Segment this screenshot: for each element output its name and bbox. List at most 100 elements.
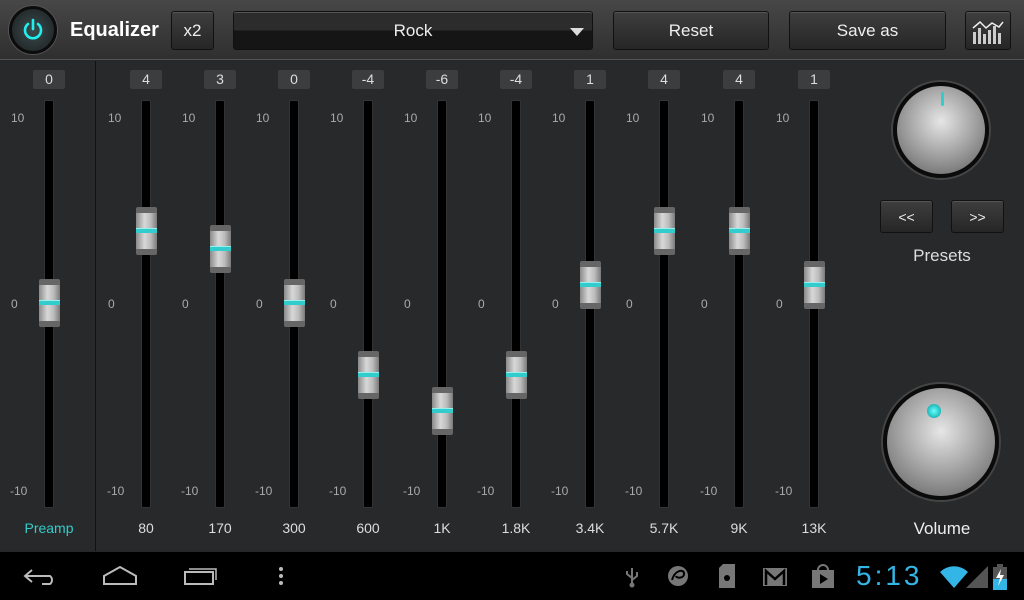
scale-mid-label: 0 bbox=[330, 297, 337, 311]
band-600-slider-handle[interactable] bbox=[358, 351, 379, 399]
band-3.4K-slider-handle[interactable] bbox=[580, 261, 601, 309]
preamp-label: Preamp bbox=[24, 520, 74, 536]
power-button[interactable] bbox=[9, 6, 57, 54]
play-store-icon bbox=[812, 564, 834, 588]
band-5.7K-slider-track[interactable] bbox=[659, 100, 669, 508]
band-80-label: 80 bbox=[138, 520, 154, 536]
scale-max-label: 10 bbox=[330, 111, 344, 125]
menu-icon[interactable] bbox=[278, 566, 284, 586]
scale-mid-label: 0 bbox=[478, 297, 485, 311]
band-1K-value: -6 bbox=[426, 70, 458, 89]
band-170-value: 3 bbox=[204, 70, 236, 89]
recent-apps-icon[interactable] bbox=[183, 564, 219, 586]
band-300-value: 0 bbox=[278, 70, 310, 89]
scale-mid-label: 0 bbox=[108, 297, 115, 311]
band-1.8K-value: -4 bbox=[500, 70, 532, 89]
scale-min-label: -10 bbox=[107, 484, 125, 498]
scale-max-label: 10 bbox=[776, 111, 790, 125]
scale-min-label: -10 bbox=[775, 484, 793, 498]
sd-card-icon bbox=[719, 564, 735, 588]
reset-button[interactable]: Reset bbox=[613, 11, 769, 50]
home-icon[interactable] bbox=[102, 564, 138, 586]
band-300-label: 300 bbox=[282, 520, 306, 536]
scale-mid-label: 0 bbox=[11, 297, 18, 311]
scale-mid-label: 0 bbox=[701, 297, 708, 311]
scale-min-label: -10 bbox=[700, 484, 718, 498]
band-9K-slider-handle[interactable] bbox=[729, 207, 750, 255]
band-1K-slider-track[interactable] bbox=[437, 100, 447, 508]
preamp-value: 0 bbox=[33, 70, 65, 89]
chart-icon bbox=[972, 20, 1004, 44]
scale-mid-label: 0 bbox=[626, 297, 633, 311]
clock: 5:13 bbox=[856, 560, 923, 591]
knob-indicator bbox=[941, 92, 944, 106]
band-9K-value: 4 bbox=[723, 70, 755, 89]
band-5.7K-value: 4 bbox=[648, 70, 680, 89]
scale-max-label: 10 bbox=[256, 111, 270, 125]
presets-knob[interactable] bbox=[893, 82, 989, 178]
scale-max-label: 10 bbox=[404, 111, 418, 125]
scale-min-label: -10 bbox=[477, 484, 495, 498]
preamp-slider-handle[interactable] bbox=[39, 279, 60, 327]
scale-max-label: 10 bbox=[626, 111, 640, 125]
band-170-slider-handle[interactable] bbox=[210, 225, 231, 273]
band-5.7K-slider-handle[interactable] bbox=[654, 207, 675, 255]
divider bbox=[95, 61, 96, 551]
scale-mid-label: 0 bbox=[256, 297, 263, 311]
scale-mid-label: 0 bbox=[182, 297, 189, 311]
scale-mid-label: 0 bbox=[404, 297, 411, 311]
chevron-down-icon bbox=[570, 28, 584, 36]
band-300-slider-handle[interactable] bbox=[284, 279, 305, 327]
preset-dropdown[interactable]: Rock bbox=[233, 11, 593, 50]
band-1K-label: 1K bbox=[433, 520, 451, 536]
system-bar: 5:13 bbox=[0, 552, 1024, 600]
power-icon bbox=[23, 18, 43, 40]
band-13K-slider-handle[interactable] bbox=[804, 261, 825, 309]
band-1K-slider-handle[interactable] bbox=[432, 387, 453, 435]
scale-max-label: 10 bbox=[108, 111, 122, 125]
band-80-value: 4 bbox=[130, 70, 162, 89]
scale-min-label: -10 bbox=[403, 484, 421, 498]
band-170-label: 170 bbox=[208, 520, 232, 536]
sync-icon bbox=[668, 566, 688, 586]
volume-knob[interactable] bbox=[883, 384, 999, 500]
battery-charging-icon bbox=[993, 564, 1007, 590]
band-600-value: -4 bbox=[352, 70, 384, 89]
band-1.8K-slider-track[interactable] bbox=[511, 100, 521, 508]
band-13K-label: 13K bbox=[801, 520, 827, 536]
band-600-label: 600 bbox=[356, 520, 380, 536]
usb-icon bbox=[626, 568, 638, 588]
scale-mid-label: 0 bbox=[776, 297, 783, 311]
volume-label: Volume bbox=[913, 519, 971, 538]
band-3.4K-value: 1 bbox=[574, 70, 606, 89]
scale-min-label: -10 bbox=[551, 484, 569, 498]
scale-max-label: 10 bbox=[11, 111, 25, 125]
wifi-icon bbox=[940, 566, 968, 588]
scale-max-label: 10 bbox=[478, 111, 492, 125]
preset-next-button[interactable]: >> bbox=[951, 200, 1004, 233]
scale-mid-label: 0 bbox=[552, 297, 559, 311]
band-1.8K-slider-handle[interactable] bbox=[506, 351, 527, 399]
preset-prev-button[interactable]: << bbox=[880, 200, 933, 233]
band-5.7K-label: 5.7K bbox=[649, 520, 679, 536]
scale-max-label: 10 bbox=[701, 111, 715, 125]
band-1.8K-label: 1.8K bbox=[501, 520, 531, 536]
x2-button[interactable]: x2 bbox=[171, 11, 214, 50]
band-170-slider-track[interactable] bbox=[215, 100, 225, 508]
save-as-button[interactable]: Save as bbox=[789, 11, 946, 50]
band-600-slider-track[interactable] bbox=[363, 100, 373, 508]
knob-indicator bbox=[927, 404, 941, 418]
back-icon[interactable] bbox=[22, 566, 58, 586]
gmail-icon bbox=[763, 568, 787, 586]
scale-max-label: 10 bbox=[182, 111, 196, 125]
band-9K-slider-track[interactable] bbox=[734, 100, 744, 508]
band-9K-label: 9K bbox=[730, 520, 748, 536]
scale-min-label: -10 bbox=[181, 484, 199, 498]
band-80-slider-track[interactable] bbox=[141, 100, 151, 508]
signal-icon bbox=[966, 566, 988, 588]
visualizer-button[interactable] bbox=[965, 11, 1011, 50]
scale-min-label: -10 bbox=[10, 484, 28, 498]
band-80-slider-handle[interactable] bbox=[136, 207, 157, 255]
scale-max-label: 10 bbox=[552, 111, 566, 125]
top-bar: Equalizer x2 Rock Reset Save as bbox=[0, 0, 1024, 60]
